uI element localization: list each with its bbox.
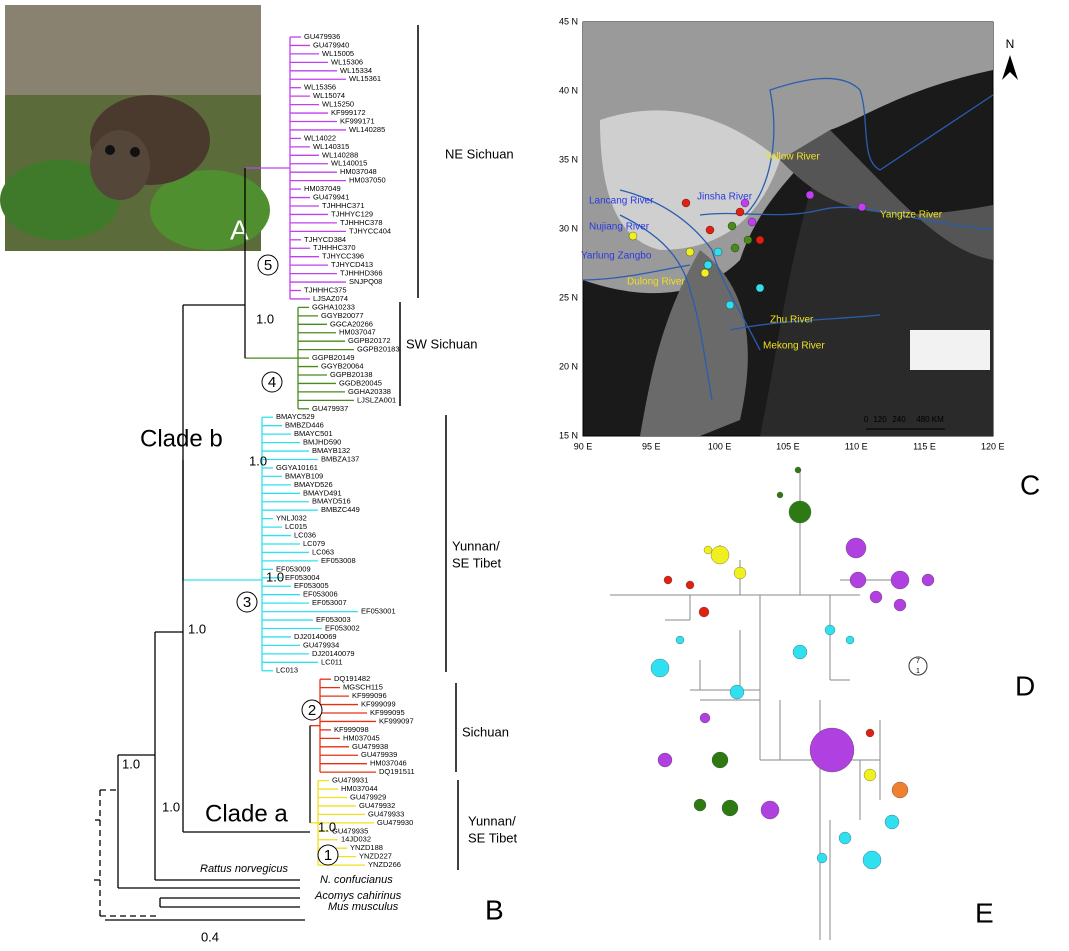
outgroup-label: Mus musculus [328,901,399,913]
river-label: Yarlung Zangbo [581,251,652,262]
support-value: 1.0 [256,311,274,326]
tip-label: TJHYCC404 [349,226,391,235]
clade-label: Clade b [140,425,223,452]
group-label: Yunnan/ [452,538,500,553]
support-value: 1.0 [188,621,206,636]
tip-label: WL15361 [349,74,381,83]
lat-label: 45 N [559,16,578,26]
support-value: 1.0 [122,756,140,771]
tip-label: EF053008 [321,556,356,565]
river-label: Mekong River [763,341,825,352]
lon-label: 110 E [845,441,868,451]
group-label: NE Sichuan [445,146,514,161]
tip-label: LC011 [321,657,343,666]
tip-label: YNZD266 [368,860,401,869]
group-label: SW Sichuan [406,336,478,351]
lat-label: 15 N [559,430,578,440]
support-value: 1.0 [162,799,180,814]
support-value: 1.0 [318,819,336,834]
group-label: Yunnan/ [468,813,516,828]
network [610,467,934,940]
tip-label: WL140285 [349,125,385,134]
panel-label: C [1020,469,1040,500]
lat-label: 20 N [559,361,578,371]
river-label: Nujiang River [589,222,650,233]
scale-text: 120 [873,415,887,424]
lon-label: 95 E [642,441,661,451]
river-label: Yellow River [765,152,820,163]
lon-label: 105 E [776,441,800,451]
river-label: Yangtze River [880,210,943,221]
tip-label: KF999097 [379,716,414,725]
tip-label: HM037050 [349,176,386,185]
panel-label: B [485,894,504,925]
tip-label: SNJPQ08 [349,277,382,286]
tip-label: EF053007 [312,598,347,607]
tip-label: EF053001 [361,607,396,616]
river-label: Zhu River [770,315,814,326]
tip-label: GU479930 [377,818,413,827]
scale-text: 240 [892,415,906,424]
river-label: Dulong River [627,277,685,288]
group-label: SE Tibet [468,830,518,845]
support-value: 1.0 [249,453,267,468]
group-label: Sichuan [462,724,509,739]
lon-label: 115 E [913,441,936,451]
lat-label: 30 N [559,223,578,233]
panel-label: D [1015,670,1035,701]
outgroup-label: Rattus norvegicus [200,863,289,875]
tip-label: LC013 [276,666,298,675]
lat-label: 35 N [559,154,578,164]
river-label: Lancang River [589,196,654,207]
scale-label: 0.4 [201,929,219,944]
clade-number: 5 [264,257,272,274]
scale-text: 480 KM [916,415,944,424]
group-label: SE Tibet [452,555,502,570]
lon-label: 100 E [708,441,732,451]
panel-label: E [975,897,994,928]
lon-label: 90 E [574,441,593,451]
tip-label: GU479937 [312,404,348,413]
clade-number: 2 [308,702,316,719]
clade-label: Clade a [205,800,288,827]
scale-text: 0 [864,415,869,424]
tip-label: LJSLZA001 [357,395,396,404]
tip-label: GGPB20183 [357,345,400,354]
tip-label: DQ191511 [379,767,415,776]
clade-number: 3 [243,594,251,611]
lon-label: 120 E [981,441,1005,451]
legend-count: 7 [916,658,920,665]
outgroup-label: N. confucianus [320,874,393,886]
clade-number: 1 [324,847,332,864]
lat-label: 25 N [559,292,578,302]
tip-label: BMBZA137 [321,454,359,463]
river-label: Jinsha River [697,192,753,203]
lat-label: 40 N [559,85,578,95]
figure: ABCDEGU479936GU479940WL15005WL15306WL153… [0,0,1069,946]
clade-number: 4 [268,374,276,391]
north-label: N [1006,37,1015,51]
support-value: 1.0 [266,569,284,584]
panel-label: A [230,214,249,245]
tip-label: BMBZC449 [321,505,360,514]
legend-count: 1 [916,668,920,675]
